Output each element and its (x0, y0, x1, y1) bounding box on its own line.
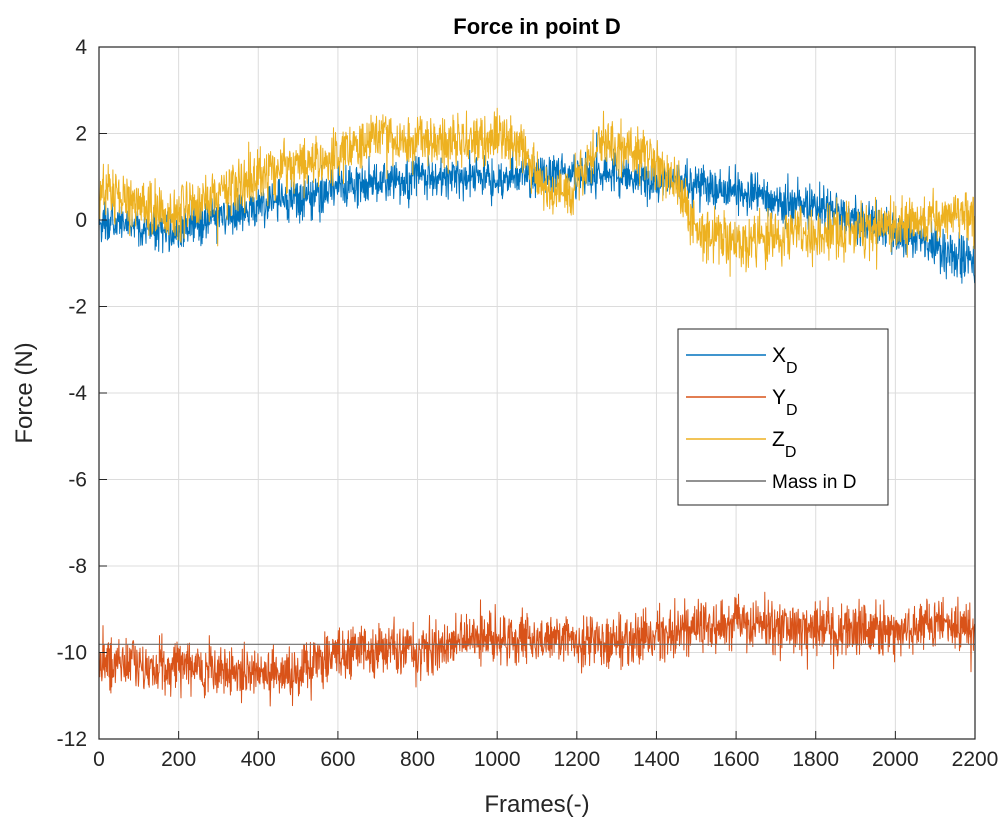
x-tick-label: 0 (93, 748, 105, 771)
x-tick-label: 1600 (713, 748, 760, 771)
y-tick-label: -2 (68, 296, 87, 319)
y-tick-label: 0 (75, 209, 87, 232)
x-axis-label: Frames(-) (484, 791, 589, 818)
x-tick-label: 1400 (633, 748, 680, 771)
y-tick-label: -10 (57, 642, 87, 665)
x-tick-label: 2000 (872, 748, 919, 771)
ticks: 0 200 400 600 800 1000 1200 1400 1600 1800 2000 220… (57, 36, 999, 771)
x-tick-label: 800 (400, 748, 435, 771)
y-tick-label: -8 (68, 555, 87, 578)
x-tick-label: 200 (161, 748, 196, 771)
y-axis-label: Force (N) (11, 342, 38, 443)
y-tick-label: -6 (68, 469, 87, 492)
y-tick-label: 4 (75, 36, 87, 59)
x-tick-label: 400 (241, 748, 276, 771)
series-line-2 (98, 591, 976, 707)
series-line-3 (98, 107, 976, 277)
legend-label-4: Mass in D (772, 472, 856, 493)
chart-title: Force in point D (453, 14, 620, 39)
x-tick-label: 2200 (952, 748, 999, 771)
y-tick-label: 2 (75, 123, 87, 146)
legend-box (677, 328, 889, 506)
y-tick-label: -4 (68, 382, 87, 405)
x-tick-label: 1000 (474, 748, 521, 771)
x-tick-label: 1800 (792, 748, 839, 771)
x-tick-label: 600 (320, 748, 355, 771)
x-tick-label: 1200 (553, 748, 600, 771)
series-layer (98, 107, 976, 707)
y-tick-label: -12 (57, 728, 87, 751)
